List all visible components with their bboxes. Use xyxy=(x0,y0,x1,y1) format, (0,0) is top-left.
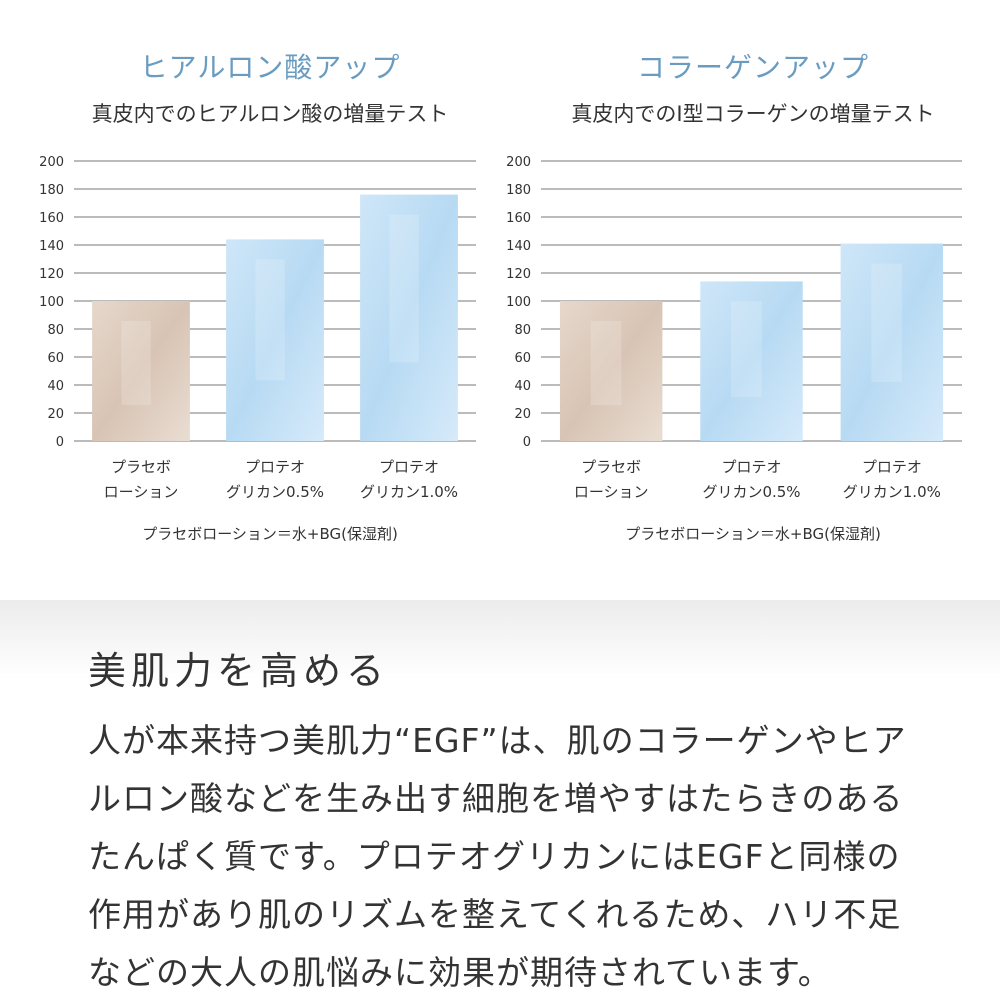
chart-note: プラセボローション＝水+BG(保湿剤) xyxy=(625,525,881,543)
bar-texture xyxy=(731,301,762,398)
y-tick-label: 20 xyxy=(47,407,64,422)
section-body: 人が本来持つ美肌力“EGF”は、肌のコラーゲンやヒアルロン酸などを生み出す細胞を… xyxy=(88,721,907,992)
section-divider-shadow xyxy=(0,600,1000,680)
y-tick-label: 180 xyxy=(39,183,64,198)
bar xyxy=(226,239,324,441)
chart-plot: 0 20 40 60 80 100 120 140 160 180 200 プラセボローション プロテオ… xyxy=(506,155,962,501)
y-tick-label: 100 xyxy=(39,295,64,310)
section-heading: 美肌力を高める xyxy=(88,649,390,693)
bar xyxy=(360,194,458,441)
y-tick-label: 200 xyxy=(39,155,64,170)
charts-area: ヒアルロン酸アップ 真皮内でのヒアルロン酸の増量テスト 0 20 40 60 80 100… xyxy=(20,0,1000,600)
x-tick-label: プロテオ xyxy=(245,458,305,476)
y-tick-label: 20 xyxy=(514,407,531,422)
chart-subtitle: 真皮内でのヒアルロン酸の増量テスト xyxy=(91,102,449,126)
y-tick-label: 120 xyxy=(506,267,531,282)
chart-plot: 0 20 40 60 80 100 120 140 160 180 200 プラセボローション プロテオ… xyxy=(39,155,476,501)
hyaluronic-chart: ヒアルロン酸アップ 真皮内でのヒアルロン酸の増量テスト 0 20 40 60 80 100… xyxy=(20,0,520,600)
y-tick-label: 140 xyxy=(39,239,64,254)
y-tick-label: 0 xyxy=(523,435,531,450)
x-tick-label: プラセボ xyxy=(111,458,171,476)
x-tick-label: グリカン0.5% xyxy=(226,483,324,501)
bar-texture xyxy=(871,263,903,383)
x-tick-label: グリカン1.0% xyxy=(360,483,458,501)
collagen-chart: コラーゲンアップ 真皮内でのI型コラーゲンの増量テスト 0 20 40 60 80 100… xyxy=(503,0,1000,600)
y-tick-label: 80 xyxy=(47,323,64,338)
chart-subtitle: 真皮内でのI型コラーゲンの増量テスト xyxy=(571,102,935,126)
y-tick-label: 100 xyxy=(506,295,531,310)
bar xyxy=(840,243,944,441)
y-tick-label: 160 xyxy=(39,211,64,226)
bar xyxy=(559,301,663,441)
y-tick-label: 120 xyxy=(39,267,64,282)
bar-texture xyxy=(590,321,622,405)
chart-note: プラセボローション＝水+BG(保湿剤) xyxy=(142,525,398,543)
chart-title: コラーゲンアップ xyxy=(636,51,869,84)
bar xyxy=(700,281,803,441)
x-tick-label: プラセボ xyxy=(581,458,641,476)
y-tick-label: 0 xyxy=(56,435,64,450)
y-tick-label: 60 xyxy=(47,351,64,366)
x-tick-label: プロテオ xyxy=(862,458,922,476)
x-tick-label: ローション xyxy=(574,483,649,501)
x-tick-label: ローション xyxy=(104,483,179,501)
bar-texture xyxy=(121,321,151,405)
y-tick-label: 140 xyxy=(506,239,531,254)
y-tick-label: 60 xyxy=(514,351,531,366)
y-tick-label: 200 xyxy=(506,155,531,170)
x-tick-label: グリカン0.5% xyxy=(702,483,800,501)
bar xyxy=(92,301,190,441)
y-tick-label: 180 xyxy=(506,183,531,198)
bar-texture xyxy=(255,259,285,381)
x-tick-label: プロテオ xyxy=(721,458,781,476)
y-tick-label: 160 xyxy=(506,211,531,226)
bar-texture xyxy=(389,214,419,363)
x-tick-label: プロテオ xyxy=(379,458,439,476)
x-tick-label: グリカン1.0% xyxy=(843,483,941,501)
y-tick-label: 80 xyxy=(514,323,531,338)
chart-title: ヒアルロン酸アップ xyxy=(139,51,401,84)
y-tick-label: 40 xyxy=(47,379,64,394)
y-tick-label: 40 xyxy=(514,379,531,394)
